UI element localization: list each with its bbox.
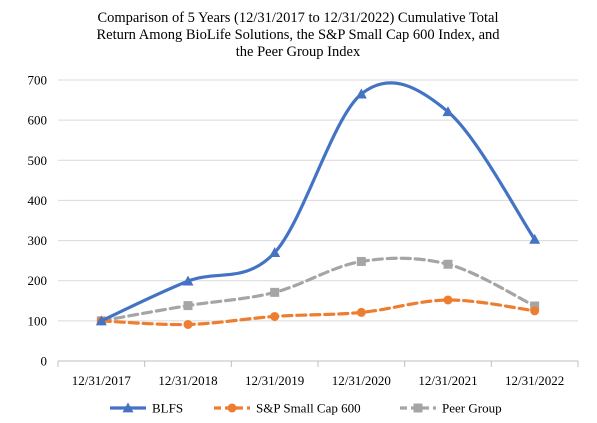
data-point-peer-group [270,287,280,297]
data-point-blfs [529,233,541,244]
data-point-s-p-small-cap-600 [356,307,366,317]
legend-item-peer-group: Peer Group [400,401,502,416]
x-tick-label: 12/31/2020 [332,373,391,388]
legend-item-s-p-small-cap-600: S&P Small Cap 600 [214,401,361,416]
chart-title-line-1: Comparison of 5 Years (12/31/2017 to 12/… [97,10,498,26]
legend-marker-blfs [122,402,134,413]
y-tick-label: 400 [28,193,48,208]
x-tick-label: 12/31/2018 [158,373,217,388]
data-point-blfs [95,315,107,326]
y-tick-label: 500 [28,153,48,168]
data-point-peer-group [183,301,193,311]
y-tick-label: 200 [28,273,48,288]
data-point-peer-group [530,301,540,311]
data-point-blfs [355,88,367,99]
data-point-s-p-small-cap-600 [443,295,453,305]
y-tick-label: 600 [28,113,48,128]
y-tick-label: 300 [28,233,48,248]
data-point-blfs [442,106,454,117]
y-tick-label: 700 [28,73,48,88]
legend-label-blfs: BLFS [152,401,183,416]
chart-title-line-3: the Peer Group Index [236,44,361,60]
series-line-peer-group [99,256,537,323]
x-tick-label: 12/31/2017 [72,373,132,388]
data-point-s-p-small-cap-600 [183,319,193,329]
legend: BLFS S&P Small Cap 600 Peer Group [110,401,502,416]
legend-label-s-p-small-cap-600: S&P Small Cap 600 [256,401,361,416]
legend-marker-peer-group [413,403,423,413]
legend-label-peer-group: Peer Group [442,401,502,416]
x-axis: 12/31/2017 12/31/2018 12/31/2019 12/31/2020… [57,360,579,388]
y-tick-label: 100 [28,313,48,328]
x-tick-label: 12/31/2022 [505,373,564,388]
series-line-s-p-small-cap-600 [99,298,537,327]
x-tick-label: 12/31/2021 [418,373,477,388]
chart-title-line-2: Return Among BioLife Solutions, the S&P … [96,27,500,43]
data-point-blfs [182,275,194,286]
legend-marker-s-p-small-cap-600 [227,403,237,413]
data-point-s-p-small-cap-600 [270,311,280,321]
y-axis: 0 100 200 300 400 500 600 700 [28,73,48,369]
series-line-blfs [99,81,537,323]
series-lines [95,81,541,329]
data-point-blfs [269,247,281,258]
x-tick-label: 12/31/2019 [245,373,304,388]
series-blfs [95,81,541,326]
gridlines [58,79,578,322]
chart-title: Comparison of 5 Years (12/31/2017 to 12/… [96,10,500,60]
data-point-peer-group [356,256,366,266]
y-tick-label: 0 [41,354,48,369]
data-point-s-p-small-cap-600 [530,306,540,316]
legend-item-blfs: BLFS [110,401,183,416]
series-s-p-small-cap-600 [96,295,540,329]
data-point-peer-group [443,259,453,269]
